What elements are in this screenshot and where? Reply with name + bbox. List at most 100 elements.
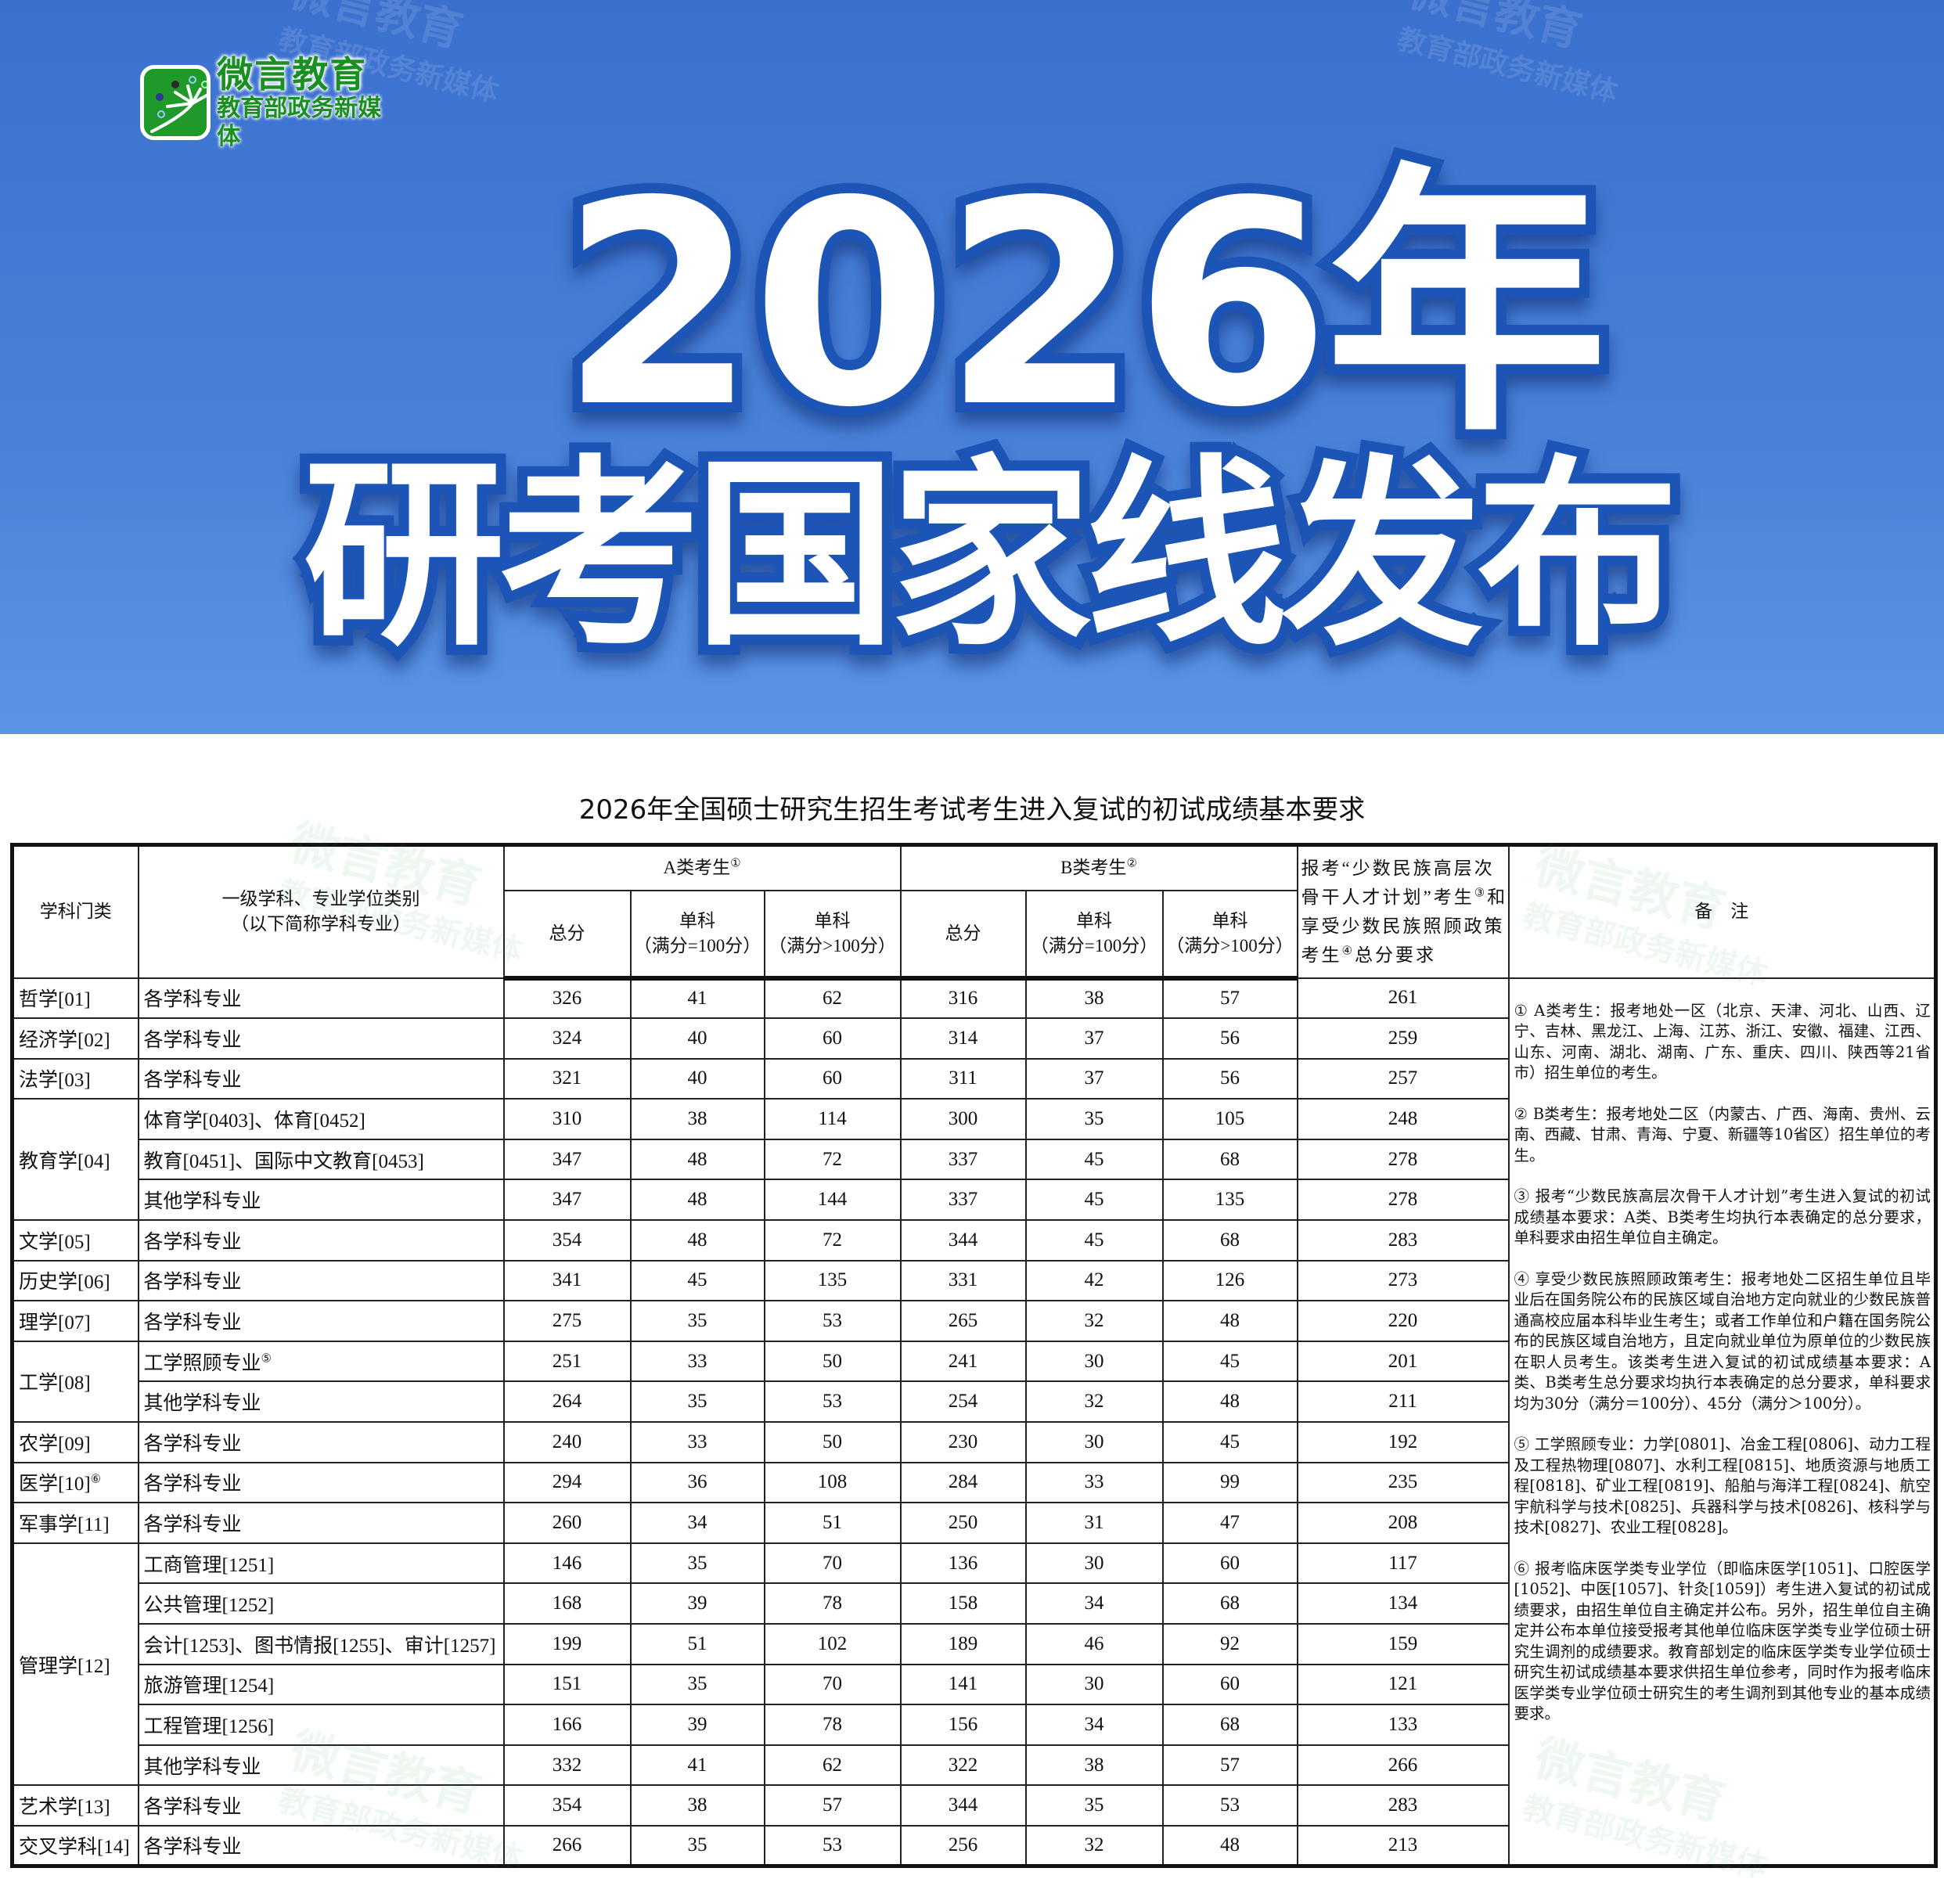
- table-row: 理学[07] 各学科专业 275 35 53 265 32 48 220: [11, 1300, 1936, 1342]
- score-a-total: 146: [502, 1542, 632, 1585]
- major-cell: 各学科专业: [137, 1300, 505, 1342]
- score-b-single-gt100: 68: [1161, 1219, 1298, 1262]
- score-a-single-100: 48: [629, 1219, 765, 1262]
- score-b-single-100: 38: [1024, 1744, 1164, 1787]
- score-a-total: 354: [502, 1219, 632, 1262]
- footnote-4: ④ 享受少数民族照顾政策考生：报考地处二区招生单位且毕业后在国务院公布的民族区域…: [1514, 1269, 1931, 1413]
- footnote-ref: ④: [1341, 945, 1355, 958]
- score-ethnic-total: 121: [1296, 1663, 1510, 1706]
- footnote-ref: ①: [730, 857, 741, 870]
- header-eq100: （满分=100分）: [1030, 935, 1158, 956]
- score-b-single-gt100: 48: [1161, 1380, 1298, 1424]
- score-b-total: 241: [899, 1340, 1027, 1383]
- score-b-single-100: 42: [1024, 1259, 1164, 1302]
- category-label: 医学[10]: [19, 1474, 91, 1495]
- score-a-total: 275: [502, 1300, 632, 1342]
- score-a-single-100: 45: [629, 1259, 765, 1302]
- score-a-single-100: 35: [629, 1380, 765, 1424]
- category-label: 农学[09]: [19, 1433, 91, 1455]
- score-b-total: 337: [899, 1138, 1027, 1181]
- major-label: 各学科专业: [143, 1797, 242, 1819]
- score-ethnic-total: 159: [1296, 1623, 1510, 1665]
- category-label: 历史学[06]: [19, 1272, 110, 1294]
- table-row: 经济学[02] 各学科专业 324 40 60 314 37 56 259: [11, 1017, 1936, 1060]
- category-label: 艺术学[13]: [19, 1797, 110, 1819]
- score-a-single-100: 38: [629, 1098, 765, 1140]
- score-a-single-gt100: 144: [763, 1179, 902, 1222]
- score-ethnic-total: 133: [1296, 1704, 1510, 1746]
- score-b-single-100: 46: [1024, 1623, 1164, 1665]
- header-group-a: A类考生①: [502, 844, 902, 891]
- score-a-single-gt100: 57: [763, 1784, 902, 1827]
- score-ethnic-total: 259: [1296, 1017, 1510, 1060]
- score-b-single-100: 35: [1024, 1098, 1164, 1140]
- major-label: 各学科专业: [143, 1312, 242, 1334]
- table-row: 交叉学科[14] 各学科专业 266 35 53 256 32 48 213: [11, 1824, 1936, 1867]
- score-b-single-gt100: 45: [1161, 1340, 1298, 1383]
- major-label: 旅游管理[1254]: [143, 1675, 275, 1697]
- score-a-single-100: 48: [629, 1138, 765, 1181]
- header-ethnic-text: 报考“少数民族高层次骨干人才计划”考生: [1301, 858, 1495, 908]
- major-label: 教育[0451]、国际中文教育[0453]: [143, 1150, 424, 1172]
- score-b-total: 265: [899, 1300, 1027, 1342]
- header-gt100: （满分>100分）: [1166, 935, 1294, 956]
- header-single: 单科: [814, 910, 851, 930]
- header-category: 学科门类: [11, 844, 139, 979]
- header-group-b-label: B类考生: [1060, 858, 1127, 878]
- header-major-line2: （以下简称学科专业）: [231, 914, 411, 934]
- footnote-ref: ③: [1474, 887, 1488, 900]
- score-a-total: 264: [502, 1380, 632, 1424]
- score-b-total: 322: [899, 1744, 1027, 1787]
- footnote-6: ⑥ 报考临床医学类专业学位（即临床医学[1051]、口腔医学[1052]、中医[…: [1514, 1559, 1931, 1723]
- score-a-total: 251: [502, 1340, 632, 1383]
- score-b-single-gt100: 126: [1161, 1259, 1298, 1302]
- score-b-single-100: 30: [1024, 1340, 1164, 1383]
- table-row: 管理学[12] 工商管理[1251] 146 35 70 136 30 60 117: [11, 1542, 1936, 1787]
- score-ethnic-total: 235: [1296, 1461, 1510, 1504]
- score-b-single-gt100: 68: [1161, 1582, 1298, 1625]
- score-a-single-100: 40: [629, 1057, 765, 1100]
- score-b-total: 158: [899, 1582, 1027, 1625]
- score-a-total: 354: [502, 1784, 632, 1827]
- score-b-single-100: 32: [1024, 1300, 1164, 1342]
- major-cell: 各学科专业: [137, 1824, 505, 1867]
- score-ethnic-total: 117: [1296, 1542, 1510, 1585]
- category-cell: 艺术学[13]: [11, 1784, 139, 1827]
- category-label: 理学[07]: [19, 1312, 91, 1334]
- header-ethnic-text: 和享受少数民族照顾政策考生: [1301, 887, 1508, 966]
- category-label: 交叉学科[14]: [19, 1837, 130, 1859]
- header-major-line1: 一级学科、专业学位类别: [221, 889, 420, 909]
- category-cell: 理学[07]: [11, 1300, 139, 1342]
- category-cell: 管理学[12]: [11, 1542, 139, 1787]
- score-b-total: 141: [899, 1663, 1027, 1706]
- score-a-single-100: 36: [629, 1461, 765, 1504]
- major-label: 工商管理[1251]: [143, 1554, 275, 1576]
- logo-subtitle: 教育部政务新媒体: [217, 94, 382, 150]
- score-b-total: 189: [899, 1623, 1027, 1665]
- table-row: 教育学[04] 体育学[0403]、体育[0452] 310 38 114 300 35 10…: [11, 1098, 1936, 1222]
- table-row: 哲学[01] 各学科专业 326 41 62 316 38 57 261 ① A类考生：报考地处一…: [11, 977, 1937, 1867]
- score-a-total: 310: [502, 1098, 632, 1140]
- score-a-total: 294: [502, 1461, 632, 1504]
- score-b-single-gt100: 99: [1161, 1461, 1298, 1504]
- footnote-ref: ⑥: [90, 1474, 102, 1487]
- header-remarks: 备 注: [1507, 844, 1937, 979]
- score-b-single-gt100: 48: [1161, 1300, 1298, 1342]
- score-a-single-100: 48: [629, 1179, 765, 1222]
- table-row: 其他学科专业 332 41 62 322 38 57 266: [13, 1744, 1936, 1787]
- score-b-single-100: 31: [1024, 1502, 1164, 1544]
- score-a-single-100: 35: [629, 1542, 765, 1585]
- score-a-single-gt100: 72: [763, 1219, 902, 1262]
- category-cell: 农学[09]: [11, 1421, 139, 1463]
- score-b-single-100: 35: [1024, 1784, 1164, 1827]
- category-cell: 军事学[11]: [11, 1502, 139, 1544]
- table-row: 其他学科专业 347 48 144 337 45 135 278: [13, 1179, 1936, 1222]
- major-label: 工程管理[1256]: [143, 1715, 275, 1737]
- score-a-single-gt100: 72: [763, 1138, 902, 1181]
- score-b-total: 337: [899, 1179, 1027, 1222]
- score-a-total: 326: [502, 977, 632, 1020]
- score-a-total: 347: [502, 1138, 632, 1181]
- major-cell: 体育学[0403]、体育[0452]: [137, 1098, 505, 1140]
- score-a-total: 199: [502, 1623, 632, 1665]
- major-cell: 其他学科专业: [137, 1380, 505, 1424]
